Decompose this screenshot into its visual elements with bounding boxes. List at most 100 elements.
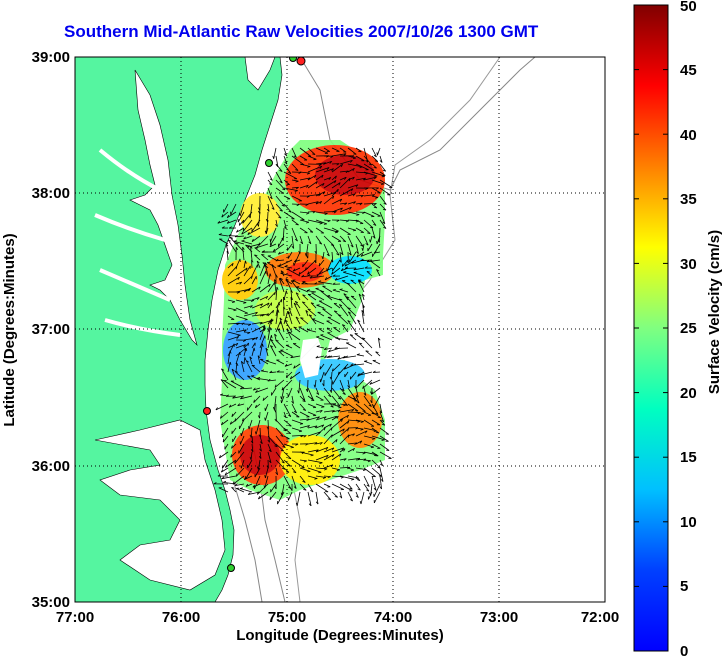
velocity-arrow (305, 310, 309, 317)
velocity-arrow-head (284, 153, 287, 157)
velocity-arrow-head (243, 236, 246, 240)
velocity-arrow (259, 295, 268, 301)
velocity-arrow (287, 311, 293, 325)
velocity-arrow (257, 355, 261, 365)
velocity-arrow-head (308, 314, 313, 317)
velocity-arrow-head (280, 272, 284, 274)
velocity-arrow (339, 251, 342, 263)
velocity-arrow (355, 467, 366, 470)
velocity-arrow (376, 269, 381, 277)
velocity-arrow-head (247, 332, 251, 335)
velocity-arrow (243, 265, 251, 277)
lon-tick-label: 77:00 (56, 609, 94, 626)
velocity-arrow (373, 483, 381, 497)
velocity-arrow-head (302, 400, 306, 402)
velocity-arrow (284, 363, 293, 367)
velocity-arrow-head (322, 191, 326, 195)
velocity-arrow (299, 483, 307, 491)
velocity-arrow-head (277, 251, 281, 255)
velocity-arrow (371, 155, 379, 162)
velocity-arrow-head (325, 454, 329, 458)
velocity-arrow (347, 442, 357, 445)
velocity-arrow-head (349, 487, 353, 490)
velocity-arrow (339, 227, 351, 235)
velocity-arrow (265, 347, 269, 357)
velocity-arrow (333, 303, 341, 309)
velocity-arrow-head (253, 399, 255, 403)
velocity-arrow-head (253, 387, 256, 391)
velocity-arrow-head (332, 274, 336, 277)
velocity-arrow-head (274, 409, 277, 413)
velocity-arrow-head (225, 243, 229, 247)
velocity-arrow-head (368, 404, 372, 407)
velocity-arrow (267, 310, 274, 317)
velocity-arrow-head (225, 464, 228, 468)
velocity-arrow (261, 370, 269, 373)
velocity-arrow-head (381, 183, 385, 185)
velocity-arrow-head (279, 317, 283, 321)
velocity-arrow-head (243, 476, 247, 480)
y-axis-title: Latitude (Degrees:Minutes) (1, 233, 18, 426)
velocity-arrow-head (255, 336, 258, 340)
velocity-arrow (327, 316, 341, 325)
velocity-arrow-head (278, 302, 281, 306)
velocity-arrow-head (256, 245, 259, 249)
velocity-arrow (248, 419, 253, 430)
velocity-arrow-head (268, 284, 271, 288)
velocity-arrow-head (230, 454, 232, 458)
velocity-arrow-head (266, 313, 270, 316)
velocity-arrow-head (327, 220, 331, 223)
velocity-arrow (298, 267, 309, 276)
velocity-arrow (294, 259, 301, 263)
velocity-arrow (221, 211, 229, 218)
velocity-arrow-head (322, 308, 326, 310)
velocity-arrow (342, 355, 357, 359)
velocity-arrow (258, 491, 269, 500)
velocity-arrow (323, 195, 335, 205)
velocity-arrow-head (339, 198, 343, 202)
velocity-arrow-head (344, 202, 348, 206)
velocity-arrow (270, 339, 277, 349)
velocity-arrow (372, 243, 381, 257)
velocity-arrow (323, 191, 337, 197)
velocity-arrow (293, 363, 301, 369)
velocity-arrow (227, 336, 239, 341)
velocity-arrow (243, 287, 251, 293)
velocity-arrow (224, 443, 229, 450)
velocity-arrow (275, 155, 279, 167)
plot-frame (74, 56, 606, 603)
velocity-arrow-head (314, 478, 318, 480)
velocity-arrow (275, 179, 286, 191)
velocity-arrow (331, 147, 340, 152)
velocity-arrow (264, 262, 269, 277)
velocity-arrow (323, 387, 332, 397)
velocity-arrow-head (280, 450, 284, 452)
velocity-arrow-head (307, 328, 311, 331)
velocity-arrow-head (352, 397, 356, 400)
velocity-arrow (240, 395, 253, 400)
velocity-arrow (281, 483, 285, 496)
velocity-arrow (307, 155, 317, 160)
velocity-arrow-head (376, 152, 378, 156)
velocity-arrow-head (310, 490, 314, 493)
velocity-arrow-head (240, 396, 243, 400)
velocity-arrow (299, 418, 310, 421)
velocity-arrow (239, 419, 245, 429)
velocity-arrow (291, 427, 303, 432)
velocity-arrow-head (279, 170, 283, 172)
velocity-arrow (275, 451, 285, 464)
velocity-arrow-head (255, 404, 257, 408)
velocity-arrow (331, 415, 339, 421)
velocity-arrow-head (283, 296, 286, 300)
velocity-arrow-head (322, 183, 325, 187)
velocity-arrow (371, 387, 381, 395)
velocity-arrow-head (251, 364, 255, 367)
velocity-arrow (338, 304, 349, 317)
velocity-arrow (267, 327, 271, 341)
velocity-arrow-head (327, 295, 331, 297)
velocity-arrow (331, 467, 340, 471)
velocity-arrow (324, 363, 333, 376)
velocity-arrow (379, 427, 389, 435)
velocity-arrow (283, 297, 285, 309)
velocity-arrow (222, 435, 229, 443)
